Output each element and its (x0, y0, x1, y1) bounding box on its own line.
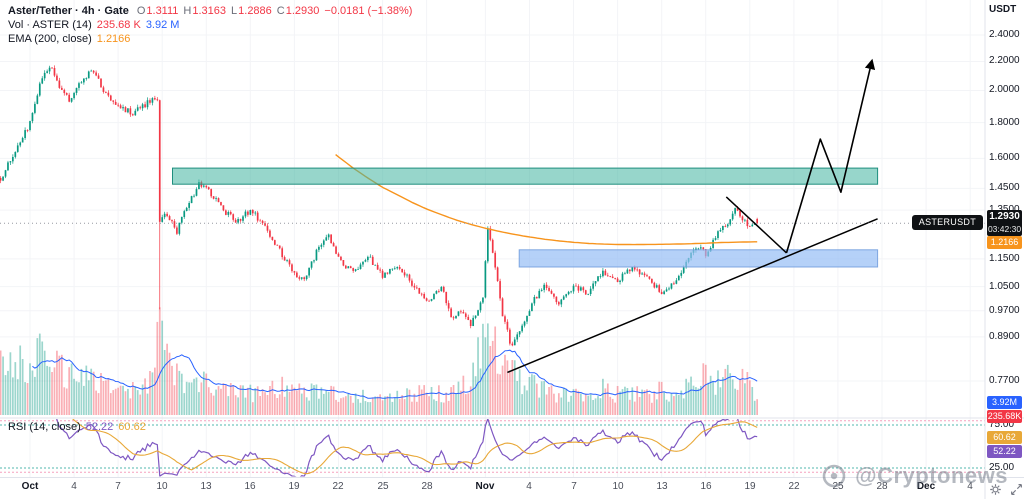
high-label: H (183, 5, 192, 17)
volume-indicator-label: Vol · ASTER (14) (8, 19, 92, 31)
symbol-name-badge: ASTERUSDT (911, 215, 983, 230)
time-axis-label: 4 (967, 481, 973, 492)
ema-indicator-label: EMA (200, close) (8, 33, 92, 45)
volume-series (0, 307, 758, 415)
time-axis-label: 22 (788, 481, 800, 492)
grid (0, 0, 985, 478)
close-pair: C 1.2930 (277, 4, 320, 18)
change-value: −0.0181 (−1.38%) (324, 5, 413, 17)
close-label: C (276, 5, 285, 17)
high-pair: H 1.3163 (183, 4, 226, 18)
time-axis-label: Dec (916, 481, 936, 492)
low-label: L (231, 5, 238, 17)
price-axis-label: 1.6000 (989, 152, 1020, 163)
watermark: @Cryptonews (821, 463, 1008, 489)
ema-value-badge: 1.2166 (987, 236, 1022, 249)
rsi-ma-value: 60.62 (118, 421, 146, 433)
volume-value: 235.68 K (96, 19, 141, 31)
time-axis-label: 13 (656, 481, 668, 492)
rsi-axis-label: 25.00 (989, 462, 1015, 473)
volume-indicator-row[interactable]: Vol · ASTER (14) 235.68 K 3.92 M (8, 18, 412, 32)
time-axis-label: 4 (71, 481, 77, 492)
time-axis-label: 16 (244, 481, 256, 492)
low-pair: L 1.2886 (231, 4, 272, 18)
time-axis-label: 25 (377, 481, 389, 492)
price-axis-label: 2.0000 (989, 84, 1020, 95)
price-axis[interactable]: USDT 2.4000 2.2000 2.0000 1.8000 1.6000 1.450… (986, 0, 1024, 477)
time-axis-label: 16 (700, 481, 712, 492)
price-axis-label: 1.3500 (989, 204, 1020, 216)
scale-settings-gear-icon[interactable] (988, 482, 1002, 496)
price-axis-label: 2.2000 (989, 55, 1020, 66)
last-price-value: 1.2930 (989, 211, 1020, 222)
rsi-ma-badge: 60.62 (987, 431, 1022, 444)
close-value: 1.2930 (285, 5, 320, 17)
price-axis-label: 1.8000 (989, 117, 1020, 128)
time-axis-label: 22 (332, 481, 344, 492)
high-value: 1.3163 (192, 5, 227, 17)
open-pair: O 1.3111 (137, 4, 179, 18)
time-axis-label: 28 (876, 481, 888, 492)
price-axis-label: 1.1500 (989, 253, 1020, 264)
demand-zone[interactable] (518, 249, 879, 268)
bar-countdown: 03:42:30 (987, 224, 1022, 234)
volume-value-badge: 235.68K (987, 410, 1022, 423)
rsi-indicator-row[interactable]: RSI (14, close) 52.22 60.62 (8, 420, 146, 434)
price-axis-label: 0.9700 (989, 305, 1020, 316)
price-axis-label: 1.4500 (989, 182, 1020, 193)
rsi-value-badge: 52.22 (987, 445, 1022, 458)
time-axis-label: 7 (571, 481, 577, 492)
time-axis-label: 19 (744, 481, 756, 492)
volume-ma-line (32, 349, 758, 399)
time-axis-label: 10 (156, 481, 168, 492)
time-axis-label: 4 (526, 481, 532, 492)
rsi-ma-line (72, 419, 758, 475)
time-axis-label: Nov (475, 481, 495, 492)
symbol-info-row[interactable]: Aster/Tether · 4h · Gate O 1.3111 H 1.3163… (8, 4, 412, 18)
time-axis-label: 28 (421, 481, 433, 492)
watermark-text: @Cryptonews (855, 463, 1008, 488)
rsi-pane (0, 419, 985, 477)
supply-zone[interactable] (172, 167, 879, 185)
ema-value: 1.2166 (96, 33, 131, 45)
open-label: O (136, 5, 146, 17)
quote-currency-label: USDT (989, 4, 1017, 15)
ema-indicator-row[interactable]: EMA (200, close) 1.2166 (8, 32, 412, 46)
time-axis-label: 7 (115, 481, 121, 492)
rsi-axis-label: 75.00 (989, 419, 1015, 430)
time-axis-label: 13 (200, 481, 212, 492)
volume-ma-badge: 3.92M (987, 396, 1022, 409)
chart-legend: Aster/Tether · 4h · Gate O 1.3111 H 1.3163… (8, 4, 412, 46)
open-value: 1.3111 (146, 5, 179, 17)
rsi-value: 52.22 (85, 421, 114, 433)
symbol-title: Aster/Tether · 4h · Gate (8, 5, 129, 17)
price-axis-label: 0.8900 (989, 331, 1020, 342)
price-axis-label: 1.0500 (989, 281, 1020, 292)
maximize-icon[interactable] (1009, 482, 1023, 496)
axis-corner-toolbar (988, 482, 1023, 496)
ema-200-line (335, 154, 758, 246)
candlestick-series (0, 65, 758, 347)
time-axis-label: 19 (288, 481, 300, 492)
last-price-badge: 1.2930 03:42:30 (987, 210, 1022, 236)
rsi-indicator-label: RSI (14, close) (8, 421, 81, 433)
price-axis-label: 0.7700 (989, 375, 1020, 386)
ascending-support-line[interactable] (507, 218, 878, 374)
cryptonews-logo-icon (822, 464, 846, 488)
pullback-line[interactable] (725, 196, 788, 254)
rsi-line (56, 419, 758, 477)
low-value: 1.2886 (238, 5, 272, 17)
projection-arrow[interactable] (785, 58, 876, 254)
price-axis-label: 2.4000 (989, 29, 1020, 40)
time-axis-label: 10 (612, 481, 624, 492)
time-axis-label: Oct (21, 481, 39, 492)
volume-ma-value: 3.92 M (145, 19, 180, 31)
